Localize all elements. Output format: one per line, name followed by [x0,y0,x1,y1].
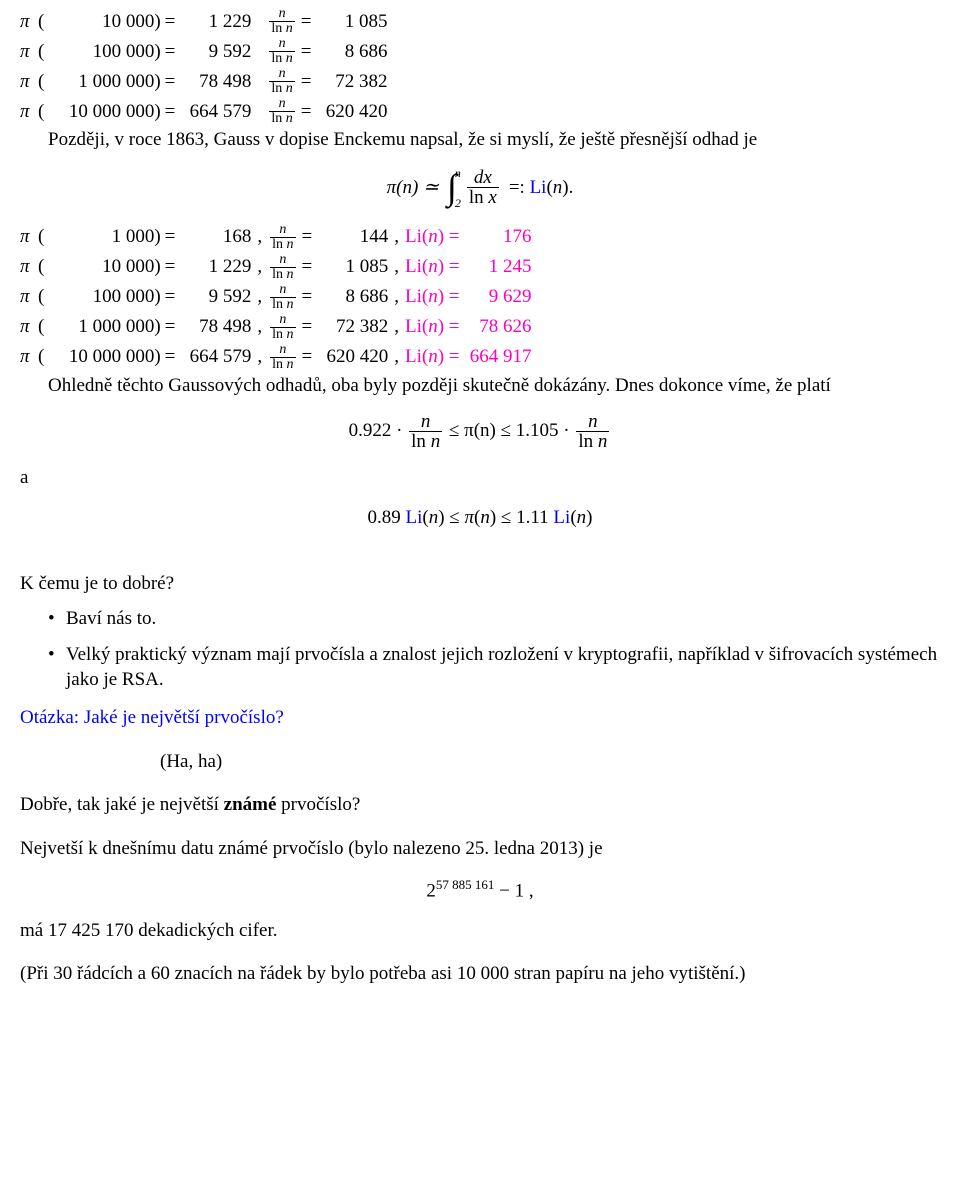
para-paper-pages: (Při 30 řádcích a 60 znacích na řádek by… [20,961,940,987]
inequality-1: 0.922 · n ln n ≤ π(n) ≤ 1.105 · n ln n [20,412,940,451]
ineq1-frac-den: ln n [409,431,442,451]
connector-a: a [20,465,940,491]
ineq1-frac2-den: ln n [576,431,609,451]
pi-table-1: π(10 000)=1 229nln n=1 085π(100 000)=9 5… [20,7,940,126]
integrand-num: dx [472,168,494,187]
pi-table-1-row: π(100 000)=9 592nln n=8 686 [20,37,940,66]
integral-rhs: =: Li(n). [509,175,574,201]
integral-definition: π(n) ≃ ∫ n 2 dx ln x =: Li(n). [20,167,940,209]
pi-table-2-row: π(100 000)=9 592,nln n=8 686,Li(n) =9 62… [20,283,940,312]
pi-table-2-row: π(10 000)=1 229,nln n=1 085,Li(n) =1 245 [20,253,940,282]
pi-table-2-row: π(1 000 000)=78 498,nln n=72 382,Li(n) =… [20,313,940,342]
para-known-prime: Dobře, tak jaké je největší známé prvočí… [20,792,940,818]
bullet-1: Baví nás to. [48,606,940,632]
para-found-date: Nejvetší k dnešnímu datu známé prvočíslo… [20,836,940,862]
question-largest-prime: Otázka: Jaké je největší prvočíslo? [20,705,940,731]
inequality-2: 0.89 Li(n) ≤ π(n) ≤ 1.11 Li(n) [20,505,940,531]
integral-lhs: π(n) ≃ [387,175,439,201]
haha: (Ha, ha) [160,749,940,775]
pi-table-1-row: π(10 000 000)=664 579nln n=620 420 [20,97,940,126]
para-gauss-1863: Později, v roce 1863, Gauss v dopise Enc… [20,127,940,153]
ineq1-frac-num: n [419,412,433,431]
pi-table-2: π(1 000)=168,nln n=144,Li(n) =176π(10 00… [20,223,940,372]
mersenne-prime: 257 885 161 − 1 , [20,876,940,904]
para-bounds-intro: Ohledně těchto Gaussových odhadů, oba by… [20,373,940,399]
integral-upper: n [455,167,461,179]
integral-lower: 2 [455,197,461,209]
pi-table-2-row: π(1 000)=168,nln n=144,Li(n) =176 [20,223,940,252]
pi-table-2-row: π(10 000 000)=664 579,nln n=620 420,Li(n… [20,343,940,372]
ineq1-frac2-num: n [586,412,600,431]
integrand-den: ln x [467,187,499,207]
bullet-list: Baví nás to. Velký praktický význam mají… [20,606,940,693]
pi-table-1-row: π(1 000 000)=78 498nln n=72 382 [20,67,940,96]
para-digit-count: má 17 425 170 dekadických cifer. [20,918,940,944]
heading-usefulness: K čemu je to dobré? [20,571,940,597]
bullet-2: Velký praktický význam mají prvočísla a … [48,642,940,693]
pi-table-1-row: π(10 000)=1 229nln n=1 085 [20,7,940,36]
